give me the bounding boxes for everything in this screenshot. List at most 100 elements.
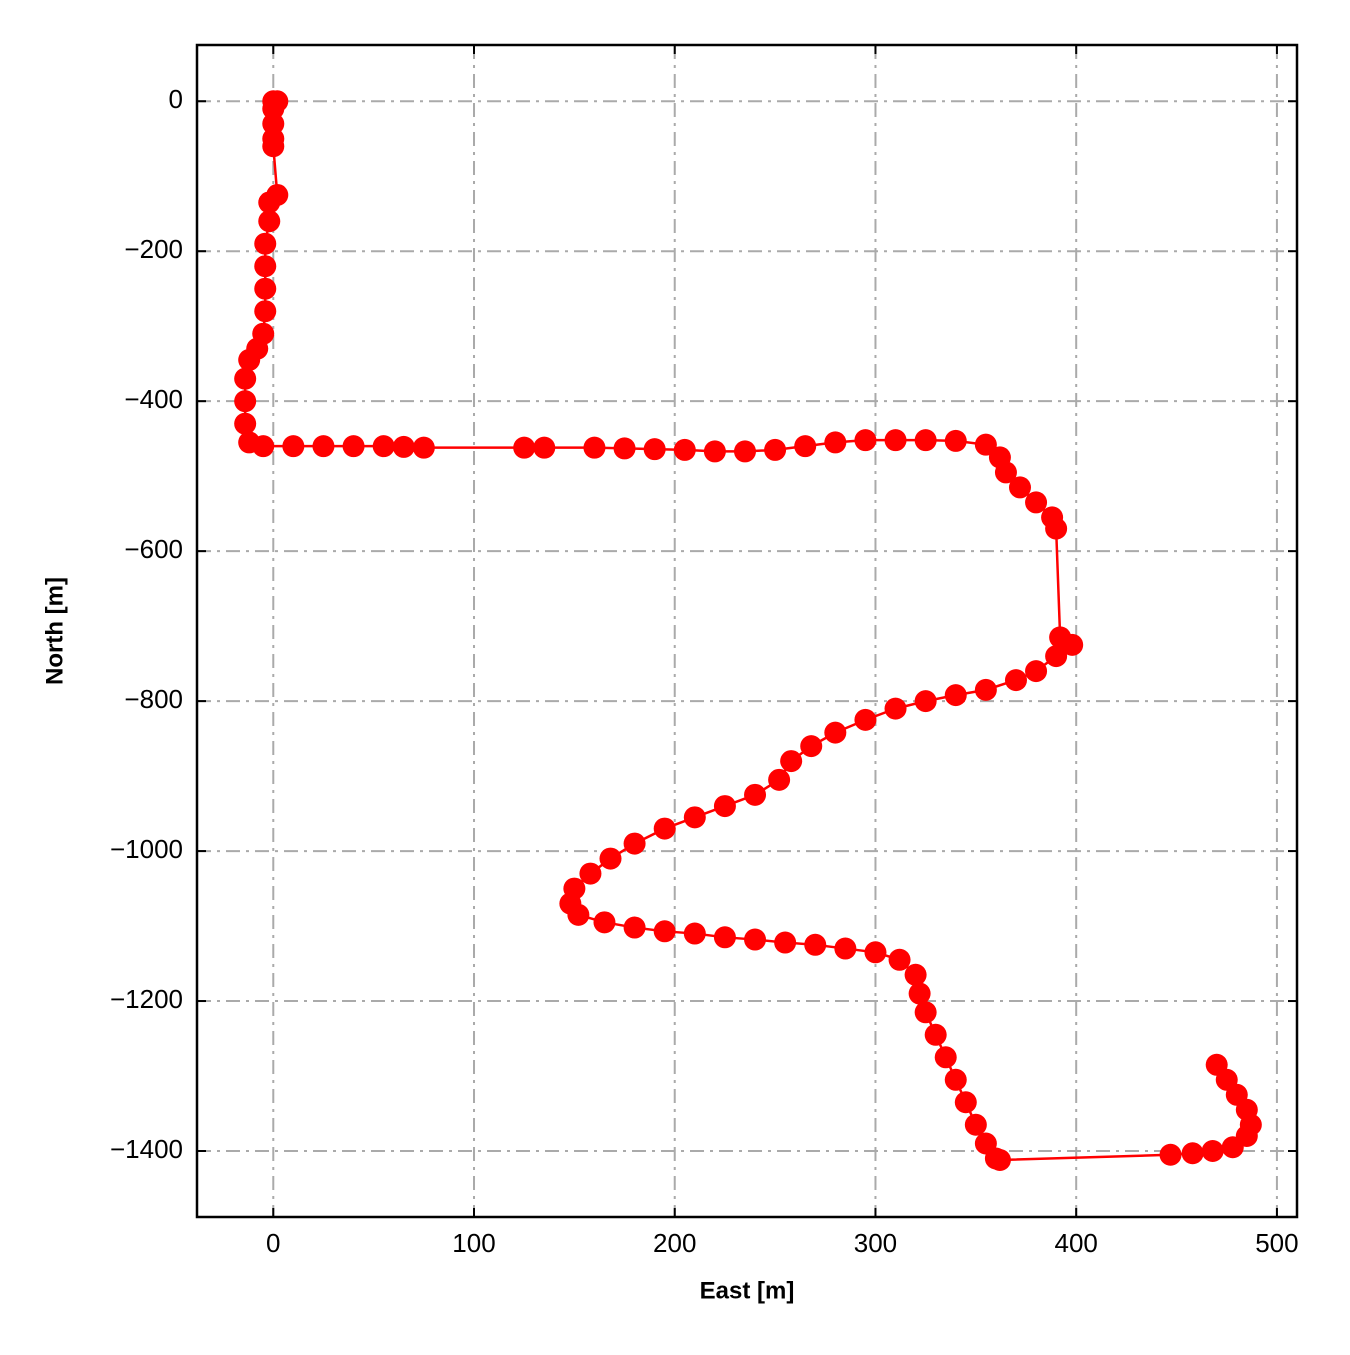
trajectory-point: [944, 684, 967, 707]
trajectory-point: [914, 1001, 937, 1024]
trajectory-point: [238, 348, 261, 371]
y-tick-label: −1400: [110, 1134, 183, 1164]
trajectory-point: [1025, 491, 1048, 514]
trajectory-point: [234, 367, 257, 390]
trajectory-point: [392, 435, 415, 458]
trajectory-point: [934, 1046, 957, 1069]
plot-frame: [195, 43, 1299, 1219]
y-tick-label: −800: [124, 684, 183, 714]
trajectory-point: [703, 440, 726, 463]
trajectory-point: [254, 232, 277, 255]
trajectory-point: [1201, 1140, 1224, 1163]
trajectory-point: [854, 429, 877, 452]
x-tick-label: 300: [854, 1228, 897, 1258]
trajectory-point: [258, 210, 281, 233]
x-tick-label: 0: [266, 1228, 280, 1258]
x-tick-label: 500: [1255, 1228, 1298, 1258]
trajectory-point: [914, 429, 937, 452]
trajectory-point: [908, 982, 931, 1005]
trajectory-point: [924, 1023, 947, 1046]
y-tick-label: 0: [169, 84, 183, 114]
trajectory-point: [744, 783, 767, 806]
trajectory-point: [824, 431, 847, 454]
trajectory-point: [974, 678, 997, 701]
trajectory-point: [599, 847, 622, 870]
trajectory-point: [583, 436, 606, 459]
trajectory-point: [800, 735, 823, 758]
trajectory-point: [234, 412, 257, 435]
trajectory-point: [262, 135, 285, 158]
trajectory-point: [1061, 633, 1084, 656]
y-tick-label: −200: [124, 234, 183, 264]
y-tick-label: −400: [124, 384, 183, 414]
y-axis-label: North [m]: [41, 577, 68, 685]
x-tick-label: 100: [452, 1228, 495, 1258]
trajectory-point: [1008, 476, 1031, 499]
trajectory-point: [733, 440, 756, 463]
y-tick-label: −1000: [110, 834, 183, 864]
trajectory-point: [673, 438, 696, 461]
trajectory-point: [780, 750, 803, 773]
trajectory-point: [1025, 660, 1048, 683]
trajectory-point: [342, 435, 365, 458]
trajectory-point: [533, 436, 556, 459]
trajectory-point: [854, 708, 877, 731]
x-tick-label: 200: [653, 1228, 696, 1258]
trajectory-point: [513, 436, 536, 459]
trajectory-point: [964, 1113, 987, 1136]
y-tick-label: −600: [124, 534, 183, 564]
trajectory-point: [864, 941, 887, 964]
trajectory-point: [974, 433, 997, 456]
y-tick-label: −1200: [110, 984, 183, 1014]
trajectory-point: [282, 435, 305, 458]
trajectory-point: [764, 438, 787, 461]
trajectory-point: [258, 191, 281, 214]
trajectory-point: [1181, 1142, 1204, 1165]
trajectory-point: [1205, 1053, 1228, 1076]
trajectory-point: [234, 390, 257, 413]
trajectory-point: [254, 300, 277, 323]
trajectory-point: [372, 435, 395, 458]
trajectory-point: [768, 768, 791, 791]
trajectory-point: [713, 795, 736, 818]
trajectory-point: [824, 721, 847, 744]
trajectory-point: [1045, 517, 1068, 540]
trajectory-point: [1045, 645, 1068, 668]
trajectory-point: [988, 1149, 1011, 1172]
trajectory-point: [744, 928, 767, 951]
trajectory-point: [944, 1068, 967, 1091]
trajectory-point: [613, 437, 636, 460]
trajectory-point: [904, 963, 927, 986]
trajectory-point: [888, 948, 911, 971]
trajectory-point: [914, 690, 937, 713]
trajectory-point: [1004, 669, 1027, 692]
trajectory-point: [623, 832, 646, 855]
trajectory-point: [683, 806, 706, 829]
trajectory-point: [593, 911, 616, 934]
trajectory-point: [1159, 1143, 1182, 1166]
trajectory-point: [412, 436, 435, 459]
trajectory-point: [623, 916, 646, 939]
trajectory-point: [804, 933, 827, 956]
trajectory-point: [834, 937, 857, 960]
trajectory-point: [944, 429, 967, 452]
trajectory-point: [254, 277, 277, 300]
trajectory-point: [954, 1091, 977, 1114]
trajectory-point: [774, 931, 797, 954]
trajectory-point: [884, 429, 907, 452]
trajectory-point: [254, 255, 277, 278]
trajectory-point: [252, 435, 275, 458]
x-axis-label: East [m]: [700, 1277, 795, 1304]
trajectory-point: [579, 862, 602, 885]
trajectory-point: [643, 438, 666, 461]
trajectory-point: [713, 926, 736, 949]
trajectory-point: [567, 903, 590, 926]
trajectory-point: [884, 697, 907, 720]
trajectory-point: [653, 920, 676, 943]
trajectory-point: [994, 461, 1017, 484]
x-tick-label: 400: [1055, 1228, 1098, 1258]
trajectory-point: [794, 435, 817, 458]
trajectory-point: [312, 435, 335, 458]
trajectory-point: [683, 922, 706, 945]
